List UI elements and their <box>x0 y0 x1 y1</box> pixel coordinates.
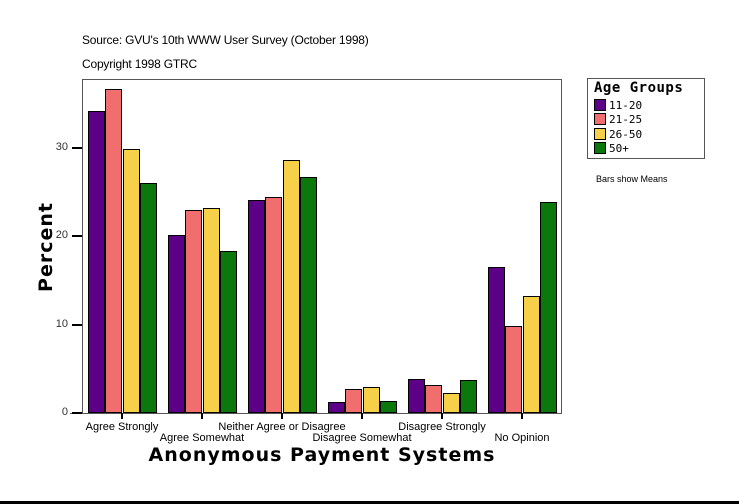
bar <box>328 402 345 413</box>
x-axis-title: Anonymous Payment Systems <box>148 444 496 466</box>
copyright-text: Copyright 1998 GTRC <box>82 57 197 71</box>
bar <box>88 111 105 413</box>
y-tick <box>72 235 82 238</box>
x-tick <box>201 413 203 419</box>
legend-swatch <box>594 113 606 125</box>
bar <box>362 387 380 413</box>
x-category-label: Disagree Somewhat <box>312 432 412 444</box>
bar <box>425 385 443 413</box>
legend-swatch <box>594 128 606 140</box>
bar <box>105 89 123 413</box>
bar <box>488 267 505 413</box>
legend-label: 11-20 <box>609 98 643 112</box>
bar <box>299 177 317 413</box>
bars-show-means-note: Bars show Means <box>596 174 668 184</box>
x-category-label: No Opinion <box>494 432 550 444</box>
bar <box>505 326 523 413</box>
y-tick <box>72 412 82 414</box>
bar <box>122 149 140 413</box>
y-tick-label: 0 <box>61 406 68 418</box>
legend: Age Groups 11-20 21-25 26-50 50+ <box>587 78 705 159</box>
y-tick-label: 10 <box>55 317 68 330</box>
legend-swatch <box>594 142 606 154</box>
x-axis-line <box>70 413 562 414</box>
x-tick <box>521 413 523 419</box>
bar <box>442 393 460 413</box>
bar <box>248 200 265 413</box>
bar <box>282 160 300 413</box>
bar <box>408 379 425 413</box>
x-tick <box>281 413 283 419</box>
legend-title: Age Groups <box>594 80 684 96</box>
bar <box>185 210 203 413</box>
legend-swatch <box>594 99 606 111</box>
bar <box>539 202 557 413</box>
bar <box>522 296 540 413</box>
x-category-label: Neither Agree or Disagree <box>218 421 346 433</box>
y-tick <box>72 323 82 326</box>
legend-item-21-25: 21-25 <box>594 112 642 126</box>
y-tick <box>72 147 82 150</box>
bar <box>219 251 237 413</box>
y-tick-label: 30 <box>55 141 68 154</box>
legend-item-11-20: 11-20 <box>594 98 642 112</box>
x-tick <box>441 413 443 419</box>
x-category-label: Disagree Strongly <box>398 421 486 433</box>
bar <box>168 235 185 413</box>
legend-item-50-plus: 50+ <box>594 141 629 155</box>
x-category-label: Agree Strongly <box>85 421 159 433</box>
source-text: Source: GVU's 10th WWW User Survey (Octo… <box>82 33 369 47</box>
bottom-rule <box>0 501 739 504</box>
bar <box>379 401 397 413</box>
legend-label: 21-25 <box>609 112 643 126</box>
x-category-label: Agree Somewhat <box>159 432 245 444</box>
bar <box>139 183 157 413</box>
x-tick <box>121 413 123 419</box>
legend-label: 50+ <box>609 141 629 155</box>
bar <box>459 380 477 413</box>
legend-label: 26-50 <box>609 127 643 141</box>
bar <box>345 389 363 413</box>
legend-item-26-50: 26-50 <box>594 127 642 141</box>
bar <box>265 197 283 413</box>
bar <box>202 208 220 413</box>
x-tick <box>361 413 363 419</box>
y-axis-title: Percent <box>35 202 57 292</box>
y-tick-label: 20 <box>55 229 68 242</box>
plot-area <box>82 79 562 413</box>
